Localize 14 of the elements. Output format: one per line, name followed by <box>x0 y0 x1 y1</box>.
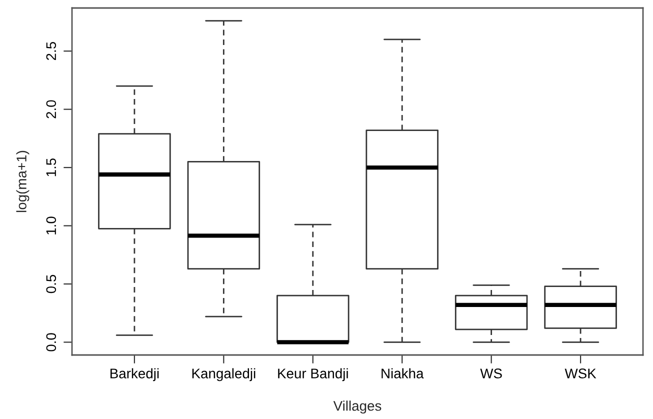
y-tick-label: 2.5 <box>46 42 56 60</box>
x-tick-label: WS <box>480 368 502 378</box>
x-tick-label: Niakha <box>382 368 424 378</box>
y-tick-label: 1.0 <box>46 216 56 234</box>
y-axis-title: log(ma+1) <box>16 150 30 212</box>
x-tick-label: Kangaledji <box>192 368 256 382</box>
x-tick-label: WSK <box>564 368 596 378</box>
y-tick-label: 0.0 <box>46 333 56 352</box>
x-axis-title: Villages <box>333 400 382 414</box>
x-tick-label: Keur Bandji <box>278 368 348 382</box>
y-tick-label: 1.5 <box>46 158 56 176</box>
y-tick-label: 2.0 <box>46 100 56 118</box>
x-tick-label: Barkedji <box>110 368 159 382</box>
y-tick-label: 0.5 <box>46 274 56 294</box>
